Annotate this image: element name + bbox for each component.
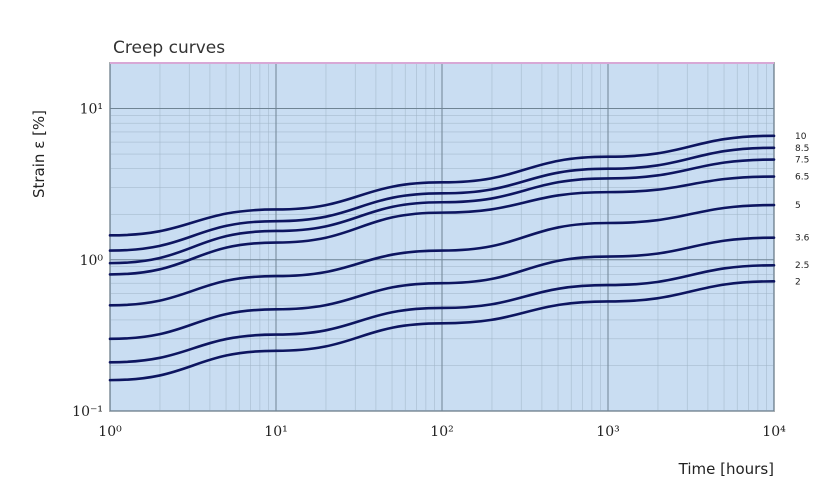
series-line: [108, 263, 776, 364]
series-end-label: 3.6: [795, 234, 810, 244]
series-labels: 10 8.5 7.5 6.5 5 3.6 2.5 2: [795, 132, 810, 288]
chart-title: Creep curves: [113, 38, 225, 58]
x-tick-label: 10³: [596, 424, 619, 440]
x-tick-labels: 10⁰ 10¹ 10² 10³ 10⁴: [98, 424, 786, 440]
series-end-label: 10: [795, 132, 807, 142]
series-line: [108, 203, 776, 307]
major-gridlines: [109, 63, 775, 412]
y-axis-label: Strain ε [%]: [30, 110, 48, 198]
series-curves: [108, 134, 776, 382]
series-end-label: 2.5: [795, 261, 809, 271]
series-line: [108, 280, 776, 382]
series-line: [108, 134, 776, 237]
series-line: [108, 236, 776, 341]
series-end-label: 5: [795, 201, 801, 211]
series-end-label: 2: [795, 277, 801, 287]
series-line: [108, 175, 776, 276]
series-end-label: 7.5: [795, 156, 809, 166]
series-end-label: 6.5: [795, 173, 809, 183]
y-tick-label: 10¹: [80, 102, 103, 118]
x-tick-label: 10¹: [264, 424, 287, 440]
y-tick-label: 10⁰: [80, 253, 104, 269]
x-tick-label: 10⁴: [762, 424, 786, 440]
series-end-label: 8.5: [795, 144, 809, 154]
x-tick-label: 10²: [430, 424, 453, 440]
y-tick-labels: 10⁻¹ 10⁰ 10¹: [72, 102, 103, 420]
y-tick-label: 10⁻¹: [72, 404, 103, 420]
x-axis-label: Time [hours]: [678, 460, 774, 478]
x-tick-label: 10⁰: [98, 424, 122, 440]
series-line: [108, 158, 776, 265]
series-line: [108, 146, 776, 252]
